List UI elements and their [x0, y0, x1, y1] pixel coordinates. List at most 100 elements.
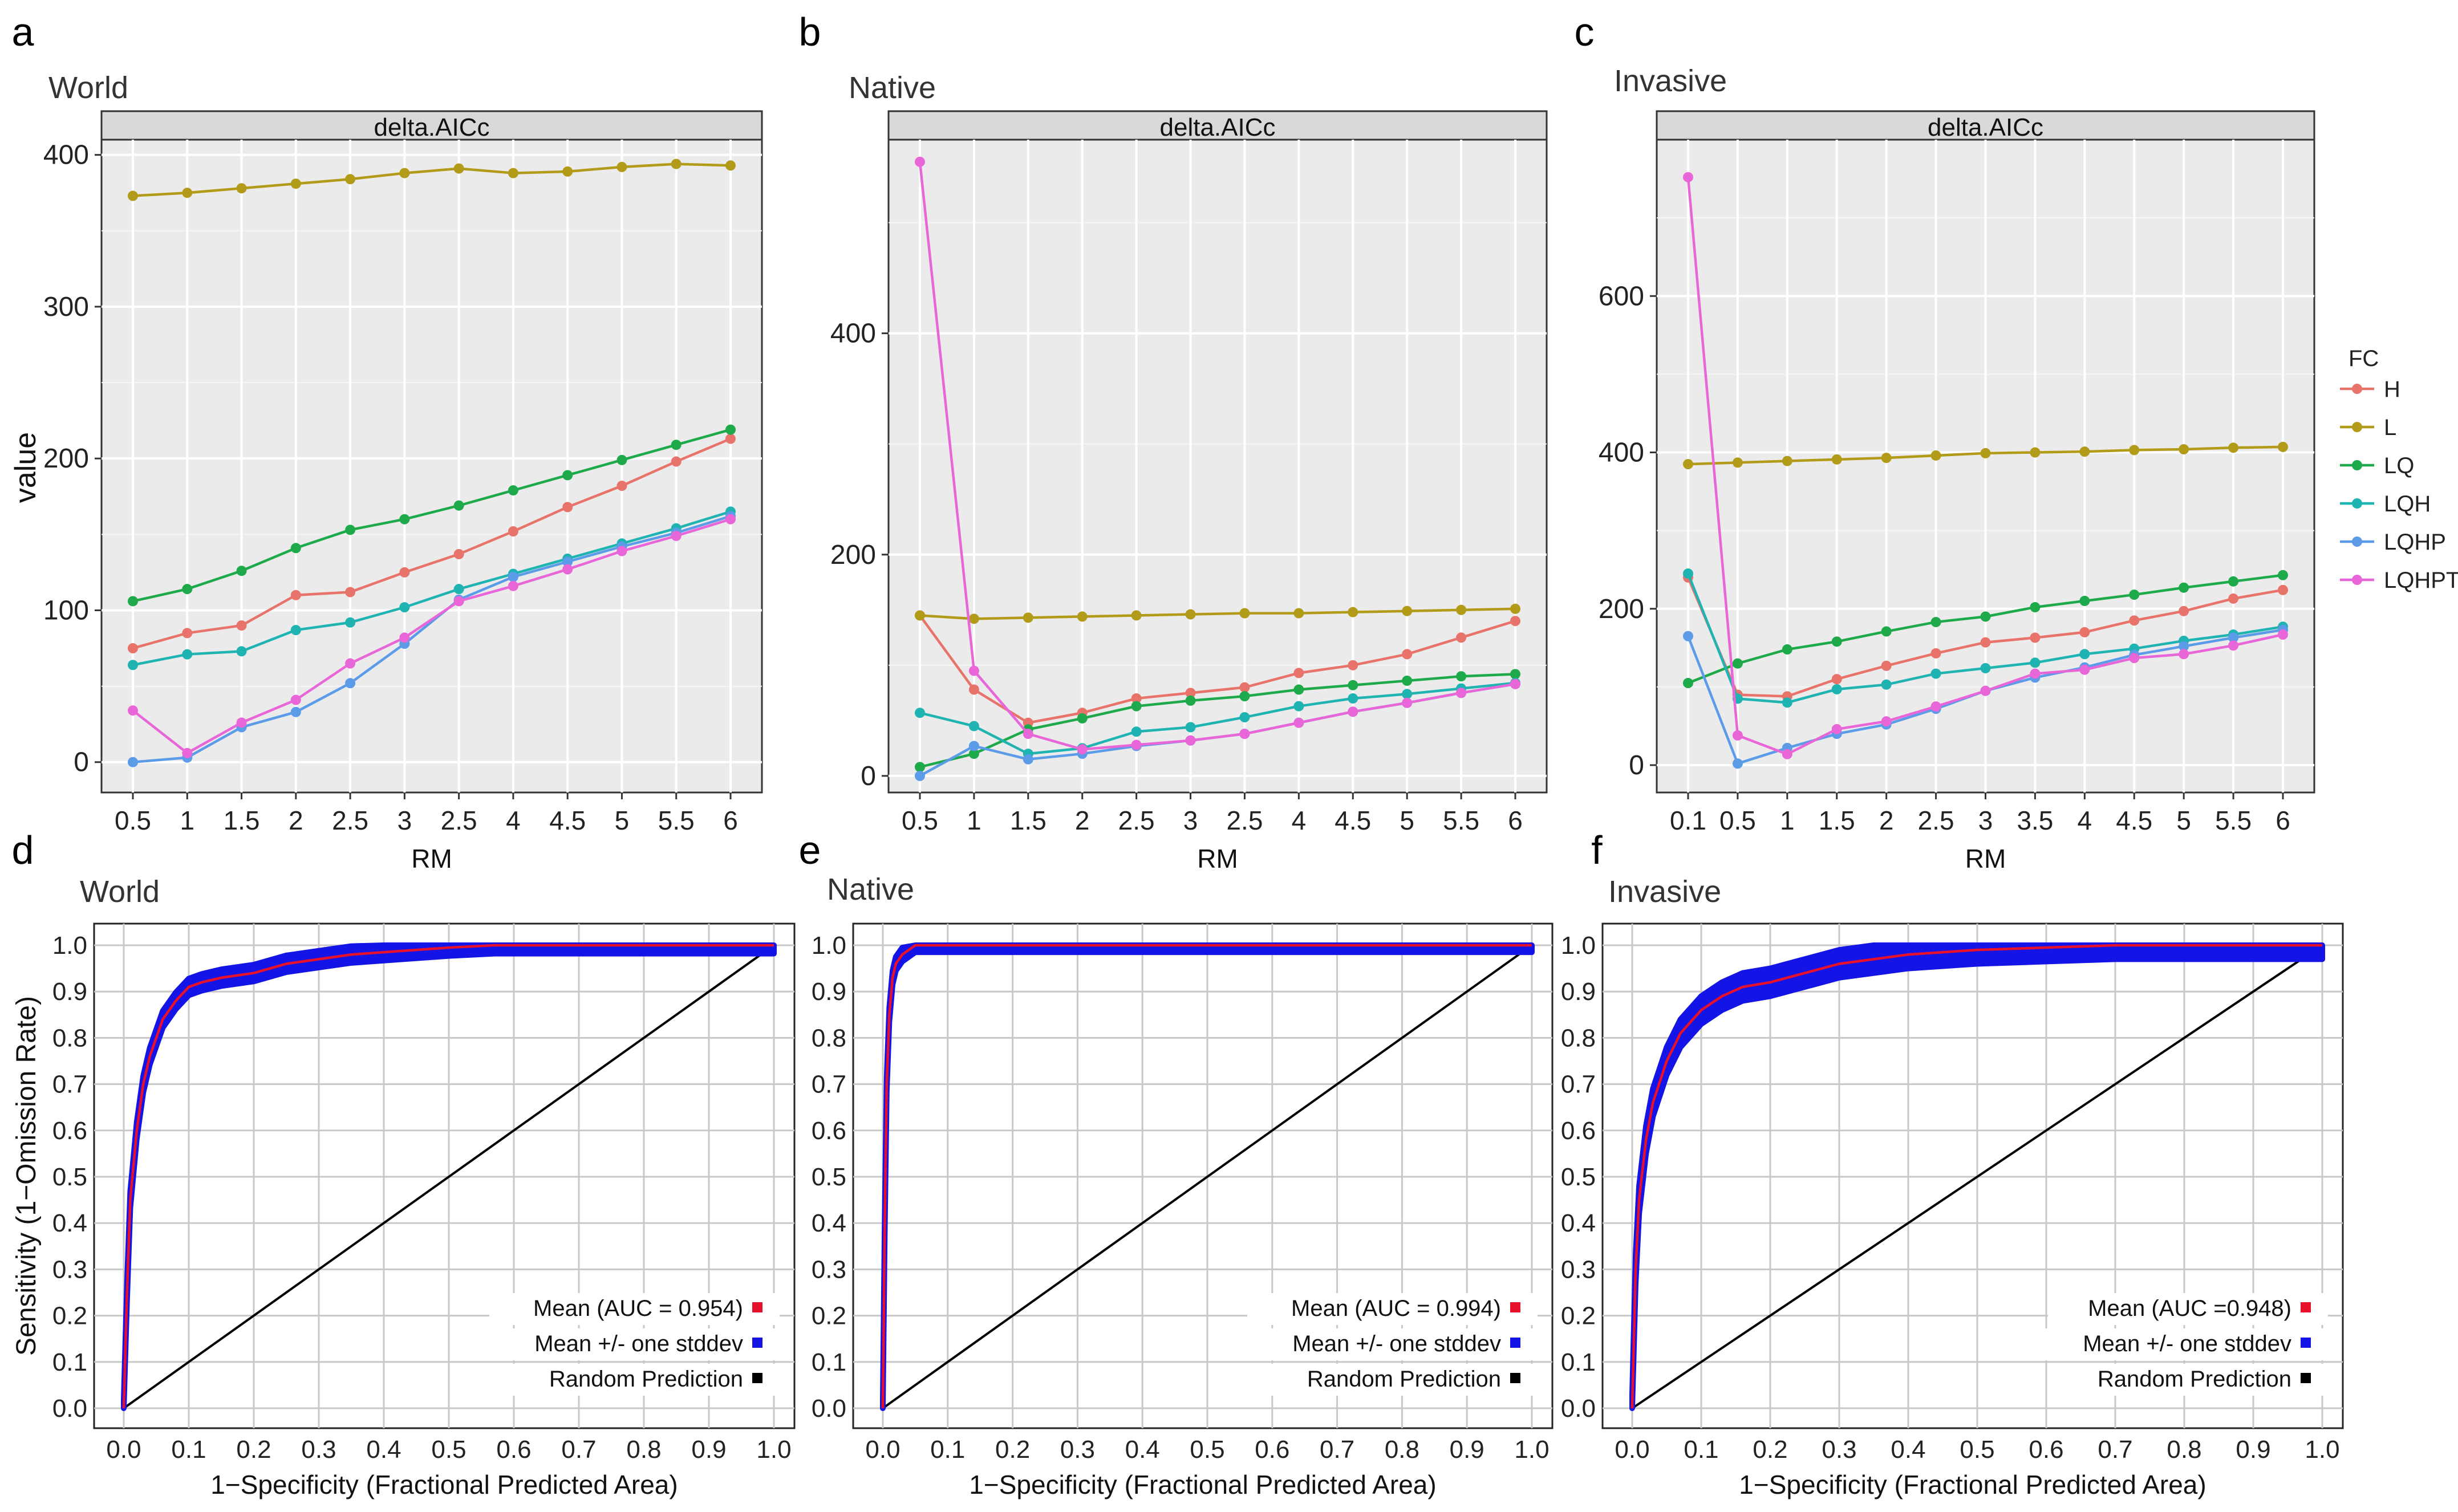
data-point-lqhpt — [915, 156, 925, 167]
x-tick-label: 6 — [723, 806, 738, 835]
legend-key-point — [2352, 384, 2362, 394]
x-tick-label: 0.1 — [171, 1436, 206, 1464]
data-point-lqhp — [2228, 632, 2239, 643]
data-point-lq — [2129, 590, 2140, 600]
data-point-lqhpt — [725, 514, 736, 525]
panel-title: World — [48, 71, 128, 105]
y-tick-label: 0.3 — [52, 1255, 87, 1283]
legend-bg — [500, 1364, 780, 1396]
roc-legend-swatch — [752, 1338, 762, 1348]
panel-title: World — [80, 875, 160, 909]
y-tick-label: 400 — [43, 140, 89, 170]
x-tick-label: 0.3 — [301, 1436, 336, 1464]
legend-bg — [489, 1293, 780, 1325]
data-point-h — [1980, 637, 1991, 648]
data-point-lqh — [968, 721, 979, 731]
x-tick-label: 1.5 — [224, 806, 260, 835]
legend-label: H — [2384, 377, 2400, 402]
y-tick-label: 400 — [1599, 438, 1644, 468]
y-tick-label: 0.6 — [52, 1117, 87, 1145]
x-tick-label: 2.5 — [1918, 806, 1954, 835]
data-point-l — [1131, 610, 1142, 621]
data-point-lq — [1239, 691, 1250, 702]
x-axis-label: 1−Specificity (Fractional Predicted Area… — [1739, 1470, 2206, 1499]
data-point-h — [2278, 584, 2288, 595]
data-point-l — [508, 168, 518, 178]
data-point-lqhpt — [182, 747, 193, 758]
x-tick-label: 0.0 — [1615, 1436, 1649, 1464]
x-tick-label: 0.5 — [1719, 806, 1756, 835]
x-tick-label: 2.5 — [1226, 806, 1263, 835]
x-tick-label: 0.2 — [995, 1436, 1030, 1464]
y-tick-label: 400 — [830, 319, 876, 349]
data-point-h — [290, 590, 301, 600]
x-tick-label: 0.4 — [1891, 1436, 1925, 1464]
data-point-h — [1831, 674, 1842, 685]
y-tick-label: 0.9 — [52, 978, 87, 1006]
data-point-lq — [1930, 617, 1941, 628]
data-point-h — [182, 628, 193, 639]
data-point-h — [1131, 693, 1142, 704]
roc-legend-label: Mean (AUC =0.948) — [2088, 1296, 2291, 1321]
x-tick-label: 2.5 — [332, 806, 368, 835]
roc-legend-swatch — [1510, 1302, 1520, 1312]
data-point-l — [1239, 608, 1250, 619]
roc-legend-swatch — [2301, 1338, 2311, 1348]
roc-legend-label: Mean (AUC = 0.954) — [533, 1296, 743, 1321]
data-point-l — [1348, 607, 1358, 617]
y-tick-label: 0 — [74, 747, 89, 778]
data-point-lqh — [1293, 701, 1304, 712]
data-point-lqhpt — [128, 705, 138, 716]
data-point-lqh — [1831, 684, 1842, 694]
data-point-lq — [1348, 680, 1358, 690]
data-point-l — [1782, 456, 1792, 466]
data-point-lq — [1980, 611, 1991, 622]
data-point-lq — [1402, 675, 1413, 686]
x-tick-label: 0.9 — [1450, 1436, 1484, 1464]
data-point-h — [236, 620, 247, 631]
x-tick-label: 0.7 — [561, 1436, 596, 1464]
data-point-lqhpt — [1683, 172, 1693, 182]
legend-key-point — [2352, 422, 2362, 432]
x-tick-label: 5.5 — [658, 806, 695, 835]
data-point-lqhpt — [1732, 730, 1743, 741]
y-tick-label: 1.0 — [1561, 932, 1596, 960]
x-tick-label: 0.1 — [1684, 1436, 1718, 1464]
data-point-lq — [2278, 570, 2288, 580]
data-point-h — [1930, 648, 1941, 659]
x-tick-label: 1 — [180, 806, 194, 835]
panel-letter: b — [799, 10, 821, 54]
panel-title: Invasive — [1608, 875, 1721, 909]
data-point-lqhpt — [290, 694, 301, 705]
data-point-lqhp — [1732, 758, 1743, 769]
data-point-l — [1456, 604, 1467, 615]
data-point-lqhpt — [968, 665, 979, 676]
roc-legend-label: Mean +/- one stddev — [1292, 1331, 1501, 1356]
x-tick-label: 1.5 — [1819, 806, 1855, 835]
data-point-lqhp — [562, 556, 573, 567]
roc-legend-swatch — [752, 1373, 762, 1383]
data-point-lqh — [1881, 679, 1892, 690]
x-tick-label: 0.8 — [2167, 1436, 2201, 1464]
legend-key-point — [2352, 575, 2362, 585]
data-point-l — [1930, 450, 1941, 461]
y-tick-label: 0.4 — [52, 1209, 87, 1237]
data-point-h — [128, 643, 138, 654]
data-point-lqhp — [1683, 631, 1693, 641]
data-point-lq — [1131, 701, 1142, 712]
data-point-lqhpt — [1782, 749, 1792, 759]
data-point-l — [2129, 445, 2140, 456]
roc-legend-label: Mean +/- one stddev — [534, 1331, 743, 1356]
data-point-l — [968, 613, 979, 624]
data-point-l — [1077, 611, 1088, 622]
x-tick-label: 0.0 — [865, 1436, 900, 1464]
data-point-l — [399, 168, 410, 178]
y-axis-label: Sensitivity (1−Omission Rate) — [11, 996, 42, 1356]
x-tick-label: 4 — [1292, 806, 1307, 835]
legend-bg — [1237, 1328, 1538, 1360]
data-point-l — [182, 188, 193, 198]
x-tick-label: 5 — [615, 806, 630, 835]
mean-roc-curve — [122, 944, 774, 1409]
data-point-lqhpt — [1456, 688, 1467, 698]
y-tick-label: 0.3 — [1561, 1255, 1596, 1283]
